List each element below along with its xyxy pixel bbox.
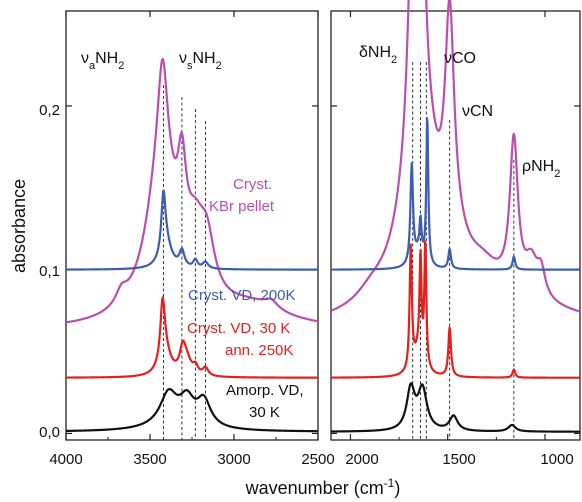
annotation-rho-nh2: ρNH2 — [522, 158, 560, 180]
left-panel — [65, 10, 319, 441]
left-panel-dashed-lines — [162, 85, 206, 440]
series-line-2-panel-0 — [65, 296, 319, 379]
x-tick-label-3000: 3000 — [217, 451, 250, 468]
left-panel-frame — [65, 10, 319, 441]
x-axis-label: wavenumber (cm-1) — [245, 476, 401, 498]
series-label-amorp-line1: Amorp. VD, — [226, 382, 304, 399]
series-line-3-panel-1 — [330, 382, 581, 433]
x-axis-label-end: ) — [394, 478, 400, 498]
x-axis-label-sup: -1 — [384, 476, 395, 490]
series-line-1-panel-1 — [330, 117, 581, 271]
x-tick-label-2500: 2500 — [301, 451, 334, 468]
series-label-amorp-line2: 30 K — [249, 404, 280, 421]
annotation-nu-a-nh2: νaNH2 — [81, 50, 124, 72]
x-tick-label-2000: 2000 — [345, 451, 378, 468]
series-line-0-panel-0 — [65, 57, 319, 324]
right-panel-frame — [330, 10, 581, 441]
series-label-kbr-line2: KBr pellet — [209, 198, 275, 215]
x-tick-label-4000: 4000 — [49, 451, 82, 468]
series-line-3-panel-0 — [65, 387, 319, 433]
series-label-vd30-line1: Cryst. VD, 30 K — [187, 320, 290, 337]
y-tick-label-0: 0,0 — [39, 424, 60, 441]
series-label-vd200: Cryst. VD, 200K — [188, 287, 296, 304]
x-tick-label-1000: 1000 — [540, 451, 573, 468]
series-line-2-panel-1 — [330, 240, 581, 379]
right-panel-ticks — [331, 11, 580, 440]
series-line-1-panel-0 — [65, 189, 319, 271]
annotation-nu-cn: νCN — [462, 103, 493, 120]
annotation-delta-nh2: δNH2 — [359, 44, 397, 66]
right-panel-curves — [330, 0, 581, 433]
series-label-vd30-line2: ann. 250K — [225, 342, 293, 359]
y-tick-label-2: 0,2 — [39, 102, 60, 119]
series-line-0-panel-1 — [330, 0, 581, 313]
right-panel — [330, 0, 581, 441]
y-axis-label: absorbance — [9, 179, 29, 273]
y-tick-label-1: 0,1 — [39, 263, 60, 280]
series-label-kbr-line1: Cryst. — [233, 176, 272, 193]
left-panel-curves — [65, 57, 319, 433]
annotation-nu-s-nh2: νsNH2 — [179, 50, 222, 72]
annotation-nu-co: νCO — [444, 50, 476, 67]
left-panel-ticks — [65, 11, 319, 440]
x-axis-label-main: wavenumber (cm — [245, 478, 384, 498]
x-tick-label-1500: 1500 — [442, 451, 475, 468]
x-tick-label-3500: 3500 — [133, 451, 166, 468]
